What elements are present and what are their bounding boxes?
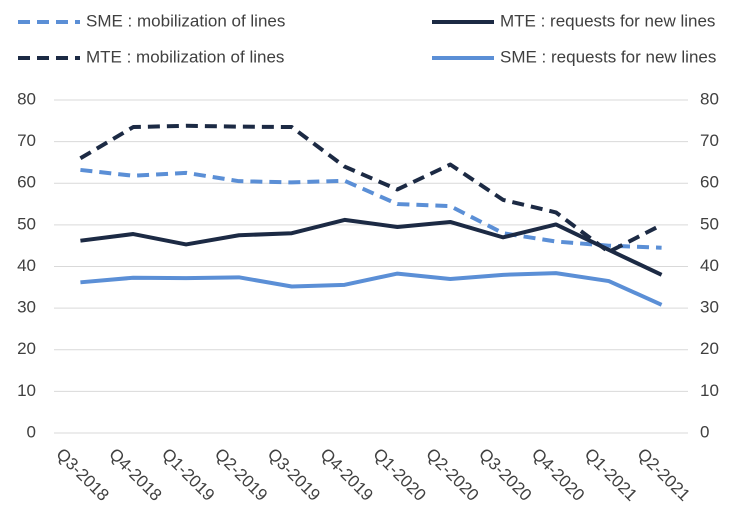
x-tick-label: Q3-2018 [52,445,112,505]
y2-tick-label: 30 [700,298,719,317]
legend-label: SME : requests for new lines [500,47,716,66]
x-tick-label: Q4-2020 [528,445,588,505]
x-tick-label: Q2-2019 [211,445,271,505]
y-tick-label: 40 [17,256,36,275]
y2-tick-label: 70 [700,131,719,150]
y2-tick-label: 20 [700,339,719,358]
x-tick-label: Q2-2021 [634,445,694,505]
legend-label: MTE : requests for new lines [500,11,715,30]
x-tick-label: Q3-2019 [264,445,324,505]
y2-tick-label: 40 [700,256,719,275]
y-tick-label: 0 [27,422,36,441]
y2-tick-label: 80 [700,89,719,108]
legend-label: SME : mobilization of lines [86,11,285,30]
y2-tick-label: 10 [700,381,719,400]
y-tick-label: 60 [17,173,36,192]
x-tick-label: Q1-2020 [369,445,429,505]
y2-tick-label: 0 [700,422,709,441]
x-tick-label: Q3-2020 [475,445,535,505]
x-tick-label: Q4-2019 [317,445,377,505]
series-line [80,167,662,250]
y-tick-label: 50 [17,214,36,233]
y-tick-label: 70 [17,131,36,150]
x-tick-label: Q4-2018 [105,445,165,505]
x-tick-label: Q1-2021 [581,445,641,505]
y-tick-label: 30 [17,298,36,317]
legend-label: MTE : mobilization of lines [86,47,284,66]
y-tick-label: 20 [17,339,36,358]
x-tick-label: Q2-2020 [422,445,482,505]
series-line [80,271,663,307]
series-line [80,217,663,277]
y-tick-label: 10 [17,381,36,400]
y-tick-label: 80 [17,89,36,108]
y2-tick-label: 50 [700,214,719,233]
series-line [79,123,663,254]
y2-tick-label: 60 [700,173,719,192]
x-tick-label: Q1-2019 [158,445,218,505]
